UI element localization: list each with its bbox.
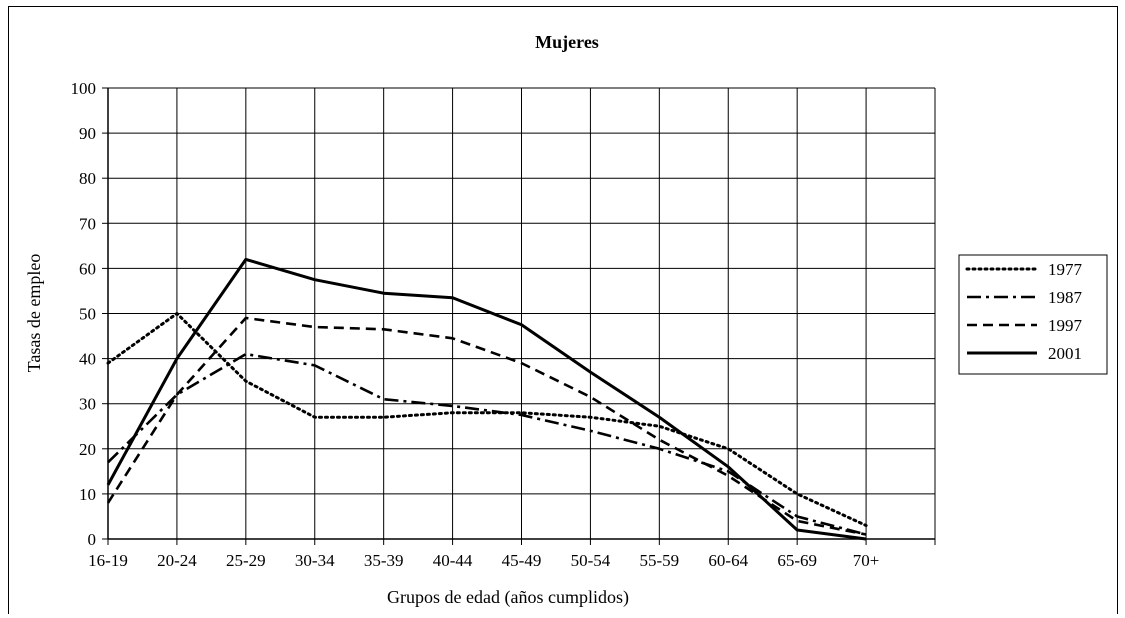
y-tick-label: 0 — [88, 530, 97, 549]
x-tick-label: 50-54 — [571, 551, 611, 570]
x-tick-label: 65-69 — [777, 551, 817, 570]
y-tick-label: 40 — [79, 350, 96, 369]
x-tick-label: 40-44 — [433, 551, 473, 570]
x-tick-label: 30-34 — [295, 551, 335, 570]
x-axis-title: Grupos de edad (años cumplidos) — [387, 587, 629, 608]
x-tick-label: 25-29 — [226, 551, 266, 570]
y-tick-label: 30 — [79, 395, 96, 414]
y-tick-label: 50 — [79, 305, 96, 324]
x-tick-label: 20-24 — [157, 551, 197, 570]
series-line-2001 — [106, 257, 867, 541]
legend-label-1997: 1997 — [1048, 316, 1083, 335]
axes: 0 10 20 30 40 50 60 70 80 90 100 16-19 20-24 25-29 30-… — [71, 79, 936, 570]
x-tick-label: 70+ — [853, 551, 880, 570]
legend-label-2001: 2001 — [1048, 344, 1082, 363]
y-tick-label: 100 — [71, 79, 97, 98]
series-line-1997 — [106, 316, 867, 536]
series-lines — [106, 257, 868, 541]
grid — [107, 87, 936, 540]
y-tick-label: 60 — [79, 259, 96, 278]
y-axis-title: Tasas de empleo — [24, 254, 44, 373]
y-tick-label: 20 — [79, 440, 96, 459]
x-tick-label: 60-64 — [708, 551, 748, 570]
chart-title: Mujeres — [535, 32, 599, 52]
legend-label-1977: 1977 — [1048, 260, 1083, 279]
y-tick-label: 10 — [79, 485, 96, 504]
x-tick-label: 16-19 — [88, 551, 128, 570]
x-tick-label: 35-39 — [364, 551, 404, 570]
x-tick-label: 45-49 — [502, 551, 542, 570]
series-line-1977 — [106, 312, 868, 527]
legend-box — [958, 254, 1108, 375]
y-tick-label: 70 — [79, 214, 96, 233]
chart-frame — [8, 6, 1118, 614]
y-tick-label: 80 — [79, 169, 96, 188]
x-tick-label: 55-59 — [639, 551, 679, 570]
series-line-1987 — [107, 352, 867, 536]
y-tick-label: 90 — [79, 124, 96, 143]
legend: 1977 1987 1997 2001 — [958, 254, 1108, 375]
legend-label-1987: 1987 — [1048, 288, 1083, 307]
